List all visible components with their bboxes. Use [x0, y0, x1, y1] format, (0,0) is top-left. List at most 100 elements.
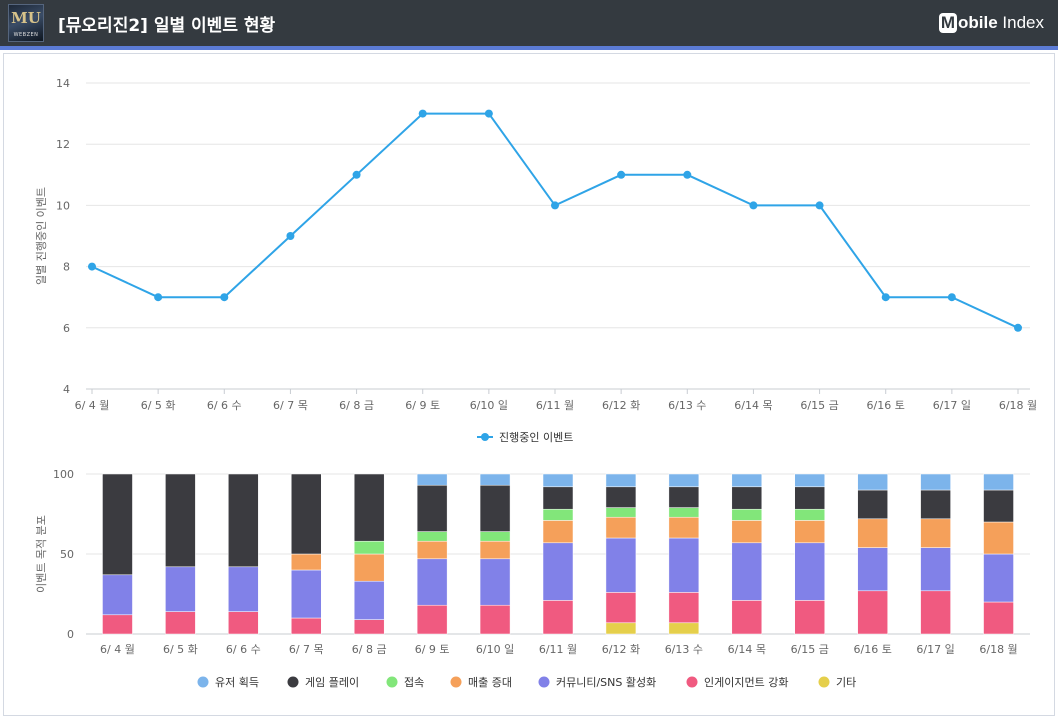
bar-segment	[857, 518, 888, 548]
bar-segment	[102, 473, 133, 576]
bar-segment	[542, 542, 574, 601]
y-tick-label: 6	[63, 322, 70, 335]
game-logo-sub: WEBZEN	[13, 32, 39, 38]
bar-segment	[479, 604, 511, 635]
data-point	[418, 109, 427, 118]
bar-segment	[291, 473, 322, 555]
data-point	[1014, 323, 1022, 332]
x-tick-label: 6/10 일	[476, 642, 514, 656]
legend-marker	[538, 676, 550, 688]
game-logo-mark: MU	[11, 9, 41, 27]
bar-segment	[857, 473, 888, 491]
bar-segment	[668, 473, 700, 488]
brand-bold: obile	[958, 13, 998, 32]
bar-segment	[857, 590, 888, 635]
stacked-bar-chart: 0 50 100 이벤트 목적 분포 6/ 4 월 6/ 5 화 6/ 6 수 6/ 7 목 6…	[35, 468, 1030, 689]
bar-segment	[165, 611, 196, 635]
x-tick-label: 6/12 화	[602, 643, 640, 656]
bar-segment	[983, 473, 1014, 491]
bar-segment	[542, 520, 574, 544]
x-tick-label: 6/10 일	[470, 398, 508, 412]
bar-segment	[416, 540, 448, 560]
legend-label: 인게이지먼트 강화	[704, 676, 788, 689]
bar-segment	[102, 614, 133, 635]
bar-segment	[668, 592, 700, 624]
bar-segment	[668, 486, 700, 508]
bar-segment	[353, 580, 385, 620]
x-tick-label: 6/13 수	[668, 399, 706, 412]
bar-segment	[794, 542, 825, 601]
bar-segment	[416, 604, 448, 635]
bar-segment	[291, 569, 322, 619]
game-logo: MU WEBZEN	[8, 4, 44, 42]
page-title: [뮤오리진2] 일별 이벤트 현황	[58, 16, 276, 36]
bar-segment	[668, 516, 700, 539]
x-tick-label: 6/14 목	[734, 399, 772, 412]
bar-segment	[416, 484, 448, 532]
x-tick-label: 6/18 월	[979, 643, 1017, 656]
data-point	[352, 170, 361, 179]
bar-segment	[731, 473, 763, 488]
x-tick-label: 6/17 일	[933, 398, 971, 412]
y-tick-label: 10	[56, 199, 70, 212]
x-tick-label: 6/15 금	[800, 399, 838, 412]
bar-segment	[479, 558, 511, 606]
x-tick-label: 6/ 9 토	[405, 399, 440, 412]
bar-segment	[605, 537, 637, 593]
bar-segment	[353, 619, 385, 635]
bar-segment	[605, 507, 637, 518]
bar-segment	[920, 473, 951, 491]
bar-segment	[605, 516, 637, 539]
accent-bar	[0, 46, 1058, 50]
x-tick-label: 6/ 7 목	[289, 643, 324, 656]
data-point	[286, 232, 295, 240]
bar-segment	[291, 553, 322, 571]
bar-segment	[731, 486, 763, 510]
chart-panel	[3, 53, 1055, 716]
data-point	[220, 293, 229, 302]
legend-label: 유저 획득	[215, 676, 259, 689]
bar-segment	[731, 508, 763, 521]
x-tick-label: 6/12 화	[602, 399, 640, 412]
data-point	[154, 293, 163, 302]
bar-segment	[416, 558, 448, 606]
legend-label: 게임 플레이	[305, 676, 359, 689]
bar-segment	[794, 486, 825, 510]
bar-segment	[731, 542, 763, 601]
bar-segment	[731, 520, 763, 544]
bar-segment	[920, 590, 951, 635]
y-tick-label: 12	[56, 138, 70, 151]
y-axis-label: 이벤트 목적 분포	[35, 515, 48, 593]
bar-segment	[353, 540, 385, 555]
bar-segment	[668, 537, 700, 593]
bar-segment	[479, 540, 511, 560]
bar-segment	[228, 611, 259, 635]
bar-segment	[983, 601, 1014, 635]
x-tick-label: 6/ 6 수	[207, 399, 242, 412]
legend-marker	[686, 676, 698, 688]
x-tick-label: 6/ 8 금	[339, 399, 374, 412]
bar-segment	[542, 486, 574, 510]
x-tick-label: 6/13 수	[665, 643, 703, 656]
bar-segment	[291, 617, 322, 635]
y-axis-label: 일별 진행중인 이벤트	[34, 187, 48, 285]
data-point	[484, 109, 493, 118]
data-point	[947, 293, 956, 302]
bar-segment	[228, 566, 259, 612]
bar-segment	[983, 489, 1014, 523]
y-tick-label: 50	[60, 548, 74, 561]
x-tick-label: 6/ 7 목	[273, 399, 308, 412]
x-tick-label: 6/ 9 토	[415, 643, 450, 656]
legend-marker	[450, 676, 462, 688]
bar-segment	[479, 531, 511, 542]
data-point	[683, 170, 692, 179]
legend-label: 매출 증대	[468, 676, 512, 689]
x-tick-label: 6/ 8 금	[352, 643, 387, 656]
bar-segment	[668, 622, 700, 635]
data-point	[551, 201, 559, 210]
legend-marker	[287, 676, 299, 688]
bar-segment	[983, 553, 1014, 603]
